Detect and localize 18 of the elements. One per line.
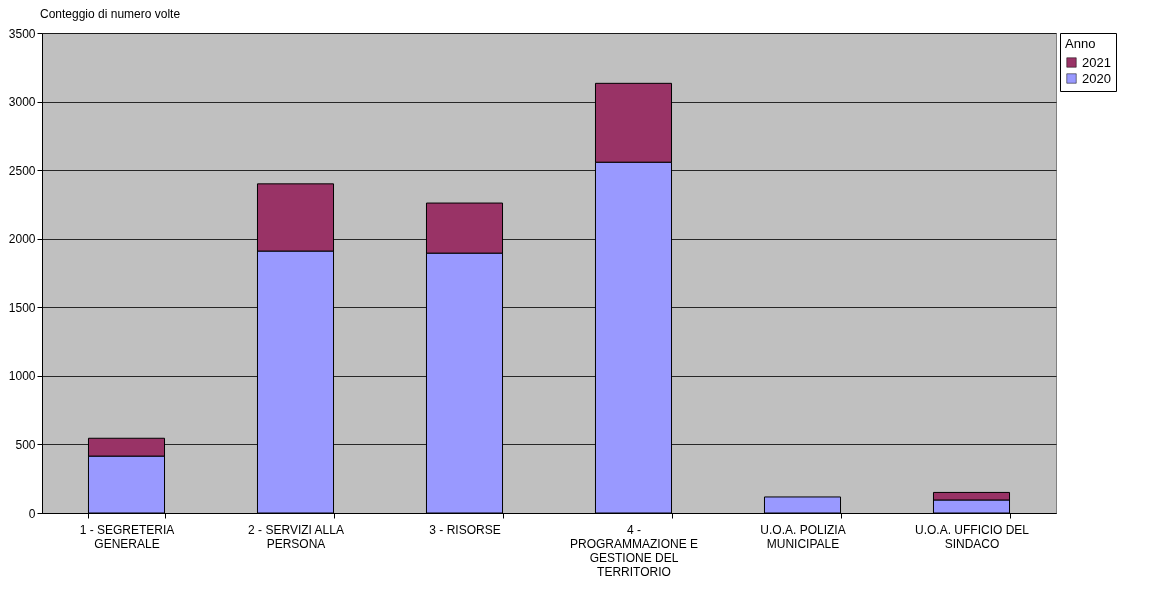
legend-title: Anno <box>1065 36 1096 51</box>
legend-label: 2020 <box>1082 70 1111 86</box>
y-tick-label: 3500 <box>8 26 36 41</box>
y-tick-label: 2000 <box>8 232 36 247</box>
x-tick-label: U.O.A. POLIZIA MUNICIPALE <box>760 522 846 551</box>
y-tick-label: 1500 <box>8 300 36 315</box>
x-tick-label: 2 - SERVIZI ALLA PERSONA <box>248 522 344 551</box>
x-tick-label: U.O.A. UFFICIO DEL SINDACO <box>914 522 1030 551</box>
legend-label: 2021 <box>1082 54 1111 70</box>
y-tick-label: 500 <box>15 437 36 452</box>
x-tick-label: 3 - RISORSE <box>429 522 501 537</box>
y-tick-label: 3000 <box>8 95 36 110</box>
x-tick-label: 4 - PROGRAMMAZIONE E GESTIONE DEL TERRITORIO <box>569 522 699 579</box>
y-tick-label: 0 <box>28 506 36 521</box>
y-tick-label: 2500 <box>8 163 36 178</box>
x-tick-label: 1 - SEGRETERIA GENERALE <box>79 522 175 551</box>
y-tick-label: 1000 <box>8 369 36 384</box>
chart-title: Conteggio di numero volte <box>40 7 181 21</box>
